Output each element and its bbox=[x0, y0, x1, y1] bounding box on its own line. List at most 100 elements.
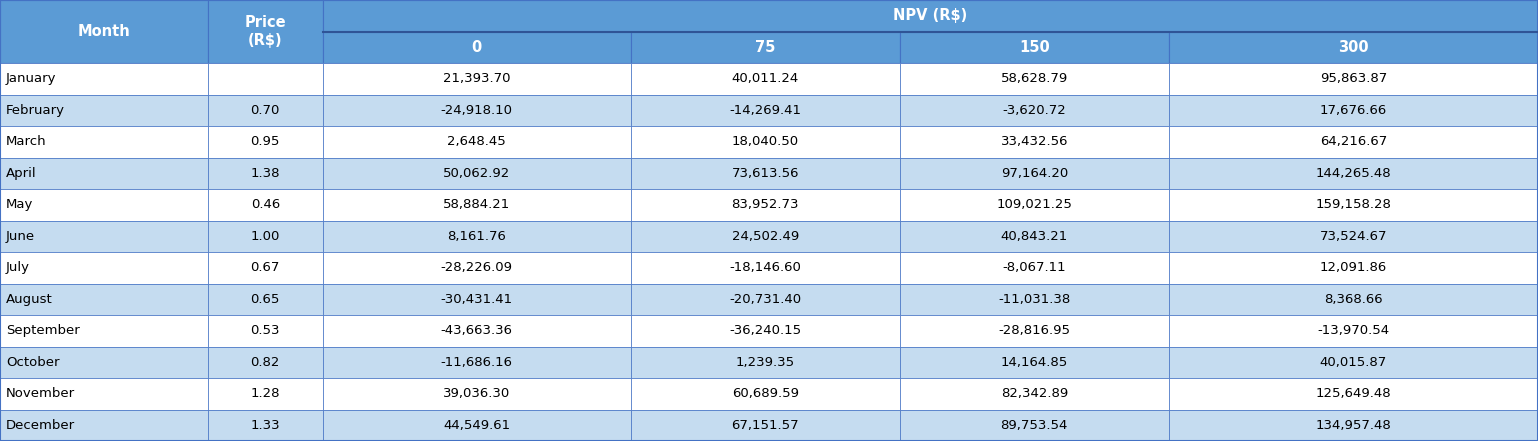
Text: 24,502.49: 24,502.49 bbox=[732, 230, 798, 243]
Bar bbox=[1169, 410, 1538, 441]
Text: August: August bbox=[6, 293, 52, 306]
Text: -11,031.38: -11,031.38 bbox=[998, 293, 1070, 306]
Bar bbox=[1169, 284, 1538, 315]
Text: -8,067.11: -8,067.11 bbox=[1003, 261, 1066, 274]
Bar bbox=[208, 189, 323, 220]
Bar bbox=[900, 378, 1169, 410]
Bar bbox=[1169, 157, 1538, 189]
Text: 83,952.73: 83,952.73 bbox=[732, 198, 798, 211]
Bar bbox=[1169, 63, 1538, 94]
Bar bbox=[0, 220, 208, 252]
Bar bbox=[900, 94, 1169, 126]
Bar bbox=[323, 94, 631, 126]
Text: 8,368.66: 8,368.66 bbox=[1324, 293, 1383, 306]
Text: 39,036.30: 39,036.30 bbox=[443, 387, 511, 400]
Text: -28,226.09: -28,226.09 bbox=[441, 261, 512, 274]
Text: 1.00: 1.00 bbox=[251, 230, 280, 243]
Text: 44,549.61: 44,549.61 bbox=[443, 419, 511, 432]
Text: 125,649.48: 125,649.48 bbox=[1315, 387, 1392, 400]
Text: 0.67: 0.67 bbox=[251, 261, 280, 274]
Bar bbox=[631, 315, 900, 347]
Text: 0.53: 0.53 bbox=[251, 324, 280, 337]
Text: 144,265.48: 144,265.48 bbox=[1315, 167, 1392, 180]
Text: -18,146.60: -18,146.60 bbox=[729, 261, 801, 274]
Text: 300: 300 bbox=[1338, 40, 1369, 55]
Text: 0.82: 0.82 bbox=[251, 356, 280, 369]
Text: 82,342.89: 82,342.89 bbox=[1001, 387, 1067, 400]
Bar bbox=[1169, 252, 1538, 284]
Text: 12,091.86: 12,091.86 bbox=[1320, 261, 1387, 274]
Text: -13,970.54: -13,970.54 bbox=[1318, 324, 1389, 337]
Bar bbox=[208, 220, 323, 252]
Bar bbox=[1169, 189, 1538, 220]
Text: 58,884.21: 58,884.21 bbox=[443, 198, 511, 211]
Text: 21,393.70: 21,393.70 bbox=[443, 72, 511, 85]
Bar bbox=[631, 126, 900, 157]
Text: 1.33: 1.33 bbox=[251, 419, 280, 432]
Text: 1.28: 1.28 bbox=[251, 387, 280, 400]
Bar bbox=[208, 410, 323, 441]
Bar bbox=[900, 189, 1169, 220]
Bar bbox=[900, 157, 1169, 189]
Text: 0.70: 0.70 bbox=[251, 104, 280, 117]
Bar bbox=[323, 378, 631, 410]
Bar bbox=[208, 378, 323, 410]
Bar bbox=[631, 31, 900, 63]
Bar bbox=[900, 63, 1169, 94]
Bar bbox=[0, 252, 208, 284]
Text: -30,431.41: -30,431.41 bbox=[441, 293, 512, 306]
Bar bbox=[631, 252, 900, 284]
Bar bbox=[1169, 126, 1538, 157]
Bar bbox=[900, 126, 1169, 157]
Bar bbox=[323, 157, 631, 189]
Bar bbox=[208, 252, 323, 284]
Text: 0: 0 bbox=[472, 40, 481, 55]
Bar bbox=[1169, 347, 1538, 378]
Bar bbox=[208, 94, 323, 126]
Bar bbox=[631, 157, 900, 189]
Bar bbox=[631, 284, 900, 315]
Text: -11,686.16: -11,686.16 bbox=[441, 356, 512, 369]
Bar bbox=[900, 252, 1169, 284]
Bar bbox=[208, 157, 323, 189]
Bar bbox=[0, 126, 208, 157]
Text: 2,648.45: 2,648.45 bbox=[448, 135, 506, 148]
Text: 0.95: 0.95 bbox=[251, 135, 280, 148]
Text: 64,216.67: 64,216.67 bbox=[1320, 135, 1387, 148]
Bar bbox=[323, 284, 631, 315]
Text: January: January bbox=[6, 72, 57, 85]
Text: 109,021.25: 109,021.25 bbox=[997, 198, 1072, 211]
Text: February: February bbox=[6, 104, 65, 117]
Text: 73,524.67: 73,524.67 bbox=[1320, 230, 1387, 243]
Bar bbox=[1169, 94, 1538, 126]
Text: 8,161.76: 8,161.76 bbox=[448, 230, 506, 243]
Bar bbox=[208, 126, 323, 157]
Bar bbox=[631, 189, 900, 220]
Bar bbox=[323, 0, 1538, 31]
Bar bbox=[0, 378, 208, 410]
Bar bbox=[208, 347, 323, 378]
Text: 50,062.92: 50,062.92 bbox=[443, 167, 511, 180]
Text: 40,843.21: 40,843.21 bbox=[1001, 230, 1067, 243]
Bar bbox=[0, 94, 208, 126]
Bar bbox=[900, 220, 1169, 252]
Text: -43,663.36: -43,663.36 bbox=[441, 324, 512, 337]
Bar bbox=[323, 347, 631, 378]
Bar bbox=[631, 220, 900, 252]
Bar bbox=[1169, 31, 1538, 63]
Bar bbox=[0, 284, 208, 315]
Bar bbox=[631, 63, 900, 94]
Text: 134,957.48: 134,957.48 bbox=[1315, 419, 1392, 432]
Text: 150: 150 bbox=[1020, 40, 1049, 55]
Text: 73,613.56: 73,613.56 bbox=[732, 167, 798, 180]
Bar bbox=[323, 31, 631, 63]
Bar bbox=[631, 378, 900, 410]
Text: April: April bbox=[6, 167, 37, 180]
Bar bbox=[0, 347, 208, 378]
Text: 0.65: 0.65 bbox=[251, 293, 280, 306]
Bar bbox=[323, 189, 631, 220]
Text: 67,151.57: 67,151.57 bbox=[732, 419, 798, 432]
Bar bbox=[631, 347, 900, 378]
Text: -20,731.40: -20,731.40 bbox=[729, 293, 801, 306]
Text: -3,620.72: -3,620.72 bbox=[1003, 104, 1066, 117]
